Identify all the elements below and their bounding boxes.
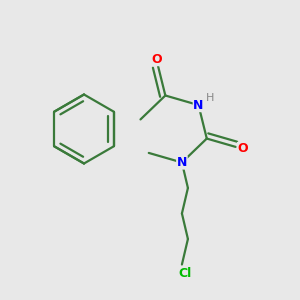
Text: Cl: Cl bbox=[178, 267, 191, 280]
Text: O: O bbox=[151, 52, 162, 66]
Text: O: O bbox=[238, 142, 248, 155]
Text: H: H bbox=[206, 93, 215, 103]
Text: N: N bbox=[193, 99, 204, 112]
Text: N: N bbox=[177, 156, 187, 169]
